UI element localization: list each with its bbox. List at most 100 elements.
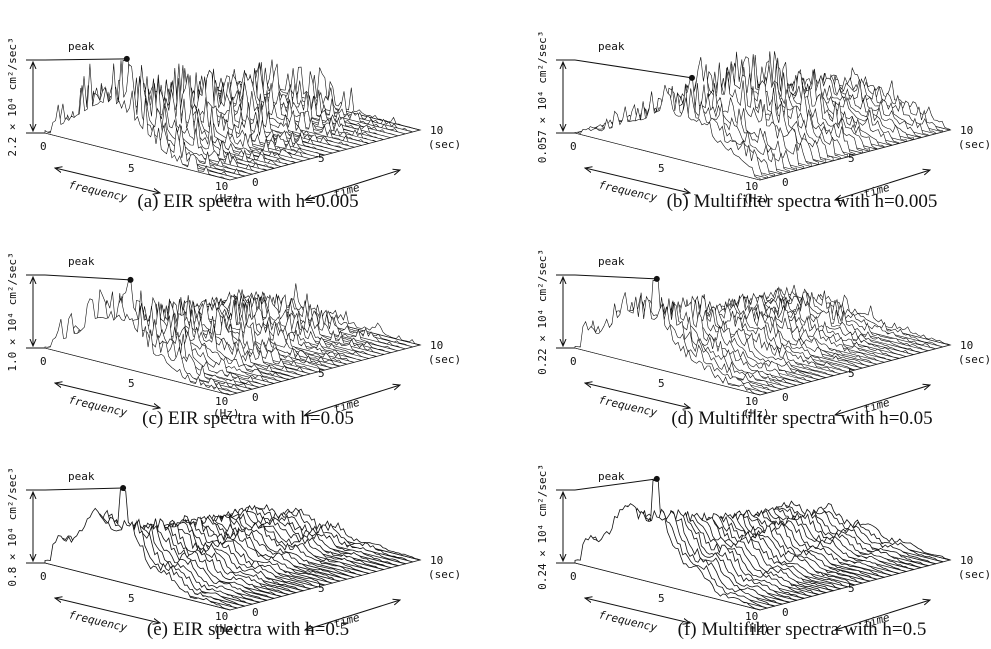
panel: 2.2 × 10⁴ cm²/sec³ peak0510(Hz)0510(sec)f… <box>6 37 461 212</box>
peak-line <box>574 274 657 280</box>
freq-tick: 5 <box>658 592 665 605</box>
time-arrow <box>305 170 400 200</box>
surface-slice <box>190 68 377 142</box>
time-tick: 5 <box>318 152 325 165</box>
peak-dot <box>653 475 660 482</box>
freq-unit: (Hz) <box>743 407 770 420</box>
peak-label: peak <box>598 40 625 53</box>
freq-unit: (Hz) <box>213 622 240 635</box>
freq-tick: 10 <box>215 180 228 193</box>
freq-label: frequency <box>597 178 658 204</box>
time-unit: (sec) <box>428 353 461 366</box>
y-label: 0.057 × 10⁴ cm²/sec³ <box>536 31 549 163</box>
peak-dot <box>120 484 127 491</box>
time-arrow <box>835 600 930 630</box>
time-tick: 10 <box>430 554 443 567</box>
panel: 1.0 × 10⁴ cm²/sec³ peak0510(Hz)0510(sec)f… <box>6 252 461 429</box>
freq-unit: (Hz) <box>213 407 240 420</box>
caption: (e) EIR spectra with h=0.5 <box>147 619 349 640</box>
time-tick: 5 <box>848 367 855 380</box>
time-tick: 10 <box>430 124 443 137</box>
freq-tick: 5 <box>658 162 665 175</box>
peak-line <box>574 59 693 79</box>
peak-label: peak <box>598 470 625 483</box>
freq-tick: 0 <box>40 140 47 153</box>
freq-tick: 0 <box>570 570 577 583</box>
freq-tick: 10 <box>745 610 758 623</box>
time-unit: (sec) <box>428 568 461 581</box>
freq-tick: 10 <box>745 395 758 408</box>
panel: 0.8 × 10⁴ cm²/sec³ peak0510(Hz)0510(sec)f… <box>6 467 461 640</box>
panel: 0.24 × 10⁴ cm²/sec³ peak0510(Hz)0510(sec)… <box>536 464 991 640</box>
freq-label: frequency <box>597 393 658 419</box>
y-label: 0.22 × 10⁴ cm²/sec³ <box>536 249 549 375</box>
peak-line <box>574 478 657 491</box>
freq-unit: (Hz) <box>743 622 770 635</box>
time-tick: 10 <box>430 339 443 352</box>
caption: (c) EIR spectra with h=0.05 <box>142 408 354 429</box>
peak-label: peak <box>68 470 95 483</box>
freq-arrow <box>585 168 690 193</box>
panel: 0.057 × 10⁴ cm²/sec³ peak0510(Hz)0510(sec… <box>536 31 991 212</box>
surface-slice <box>44 298 231 396</box>
time-tick: 10 <box>960 124 973 137</box>
time-tick: 0 <box>782 176 789 189</box>
time-tick: 5 <box>318 582 325 595</box>
time-arrow <box>835 385 930 415</box>
time-tick: 10 <box>960 554 973 567</box>
peak-label: peak <box>68 40 95 53</box>
freq-label: frequency <box>67 608 128 634</box>
freq-arrow <box>55 598 160 623</box>
time-tick: 0 <box>252 606 259 619</box>
time-unit: (sec) <box>958 138 991 151</box>
surface-slice <box>44 507 231 611</box>
caption: (d) Multifilter spectra with h=0.05 <box>671 408 932 429</box>
freq-tick: 10 <box>215 610 228 623</box>
surface-slice <box>574 292 761 396</box>
y-label: 0.24 × 10⁴ cm²/sec³ <box>536 464 549 590</box>
peak-label: peak <box>68 255 95 268</box>
time-tick: 5 <box>848 152 855 165</box>
peak-dot <box>123 55 130 62</box>
time-arrow <box>305 600 400 630</box>
freq-arrow <box>55 168 160 193</box>
peak-dot <box>127 276 134 283</box>
panel: 0.22 × 10⁴ cm²/sec³ peak0510(Hz)0510(sec)… <box>536 249 991 429</box>
freq-label: frequency <box>67 178 128 204</box>
freq-tick: 5 <box>658 377 665 390</box>
surface-slice <box>574 84 761 181</box>
time-unit: (sec) <box>958 568 991 581</box>
surface-slice <box>44 63 231 181</box>
surface-slice <box>574 503 761 611</box>
time-tick: 5 <box>318 367 325 380</box>
freq-tick: 0 <box>40 570 47 583</box>
freq-label: frequency <box>67 393 128 419</box>
time-unit: (sec) <box>958 353 991 366</box>
freq-tick: 10 <box>745 180 758 193</box>
freq-arrow <box>585 598 690 623</box>
caption: (a) EIR spectra with h=0.005 <box>137 191 358 212</box>
peak-label: peak <box>598 255 625 268</box>
caption: (f) Multifilter spectra with h=0.5 <box>678 619 927 640</box>
freq-tick: 0 <box>40 355 47 368</box>
freq-label: frequency <box>597 608 658 634</box>
caption: (b) Multifilter spectra with h=0.005 <box>667 191 938 212</box>
freq-tick: 5 <box>128 377 135 390</box>
peak-dot <box>688 74 695 81</box>
time-tick: 0 <box>252 176 259 189</box>
freq-arrow <box>55 383 160 408</box>
time-arrow <box>305 385 400 415</box>
time-tick: 0 <box>252 391 259 404</box>
time-tick: 0 <box>782 606 789 619</box>
time-unit: (sec) <box>428 138 461 151</box>
y-label: 2.2 × 10⁴ cm²/sec³ <box>6 37 19 156</box>
freq-tick: 5 <box>128 592 135 605</box>
freq-tick: 0 <box>570 355 577 368</box>
peak-line <box>44 58 127 61</box>
y-label: 1.0 × 10⁴ cm²/sec³ <box>6 252 19 371</box>
freq-tick: 0 <box>570 140 577 153</box>
y-label: 0.8 × 10⁴ cm²/sec³ <box>6 467 19 586</box>
freq-unit: (Hz) <box>213 192 240 205</box>
freq-tick: 5 <box>128 162 135 175</box>
